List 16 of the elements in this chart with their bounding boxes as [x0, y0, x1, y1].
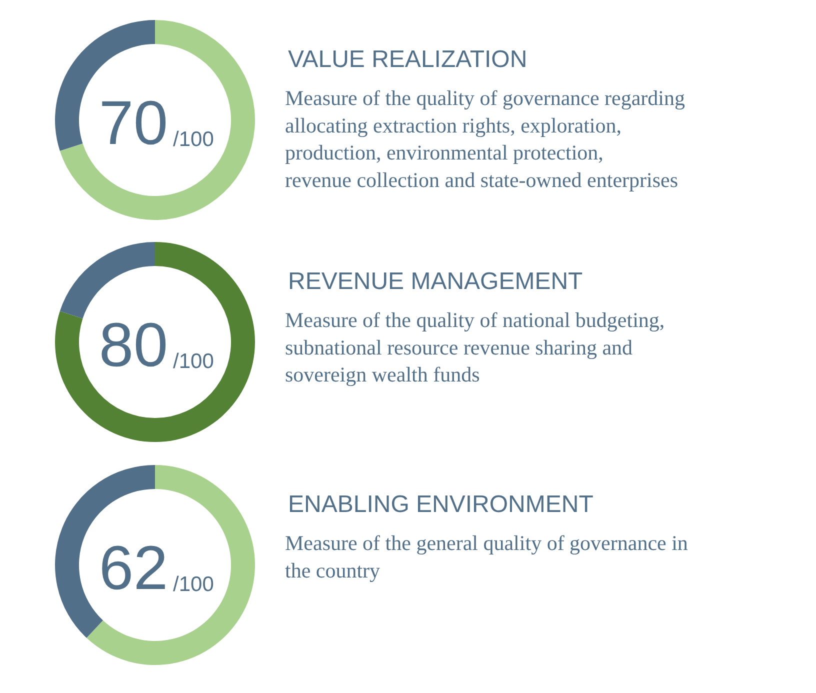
donut-slice [60, 242, 155, 319]
text: 80 [99, 311, 168, 380]
text: /100 [173, 573, 214, 596]
donut-slice [86, 465, 255, 665]
text: /100 [173, 128, 214, 151]
donut-slice [60, 20, 255, 220]
donut-slice [55, 242, 255, 442]
text: ENABLING ENVIRONMENT [288, 491, 594, 518]
text: REVENUE MANAGEMENT [288, 268, 584, 295]
text: /100 [173, 350, 214, 373]
text: Measure of the quality of national budgeting, subnational resource revenue sharing and sovereign wealth funds [285, 308, 665, 387]
text: Measure of the quality of governance regarding allocating extraction rights, exploration, production, environmental protection, revenue collection and state-owned enterprises [285, 86, 686, 192]
text: VALUE REALIZATION [288, 46, 528, 73]
text: Measure of the general quality of governance in the country [285, 531, 688, 582]
text: 70 [99, 89, 168, 158]
text: 62 [99, 534, 168, 603]
